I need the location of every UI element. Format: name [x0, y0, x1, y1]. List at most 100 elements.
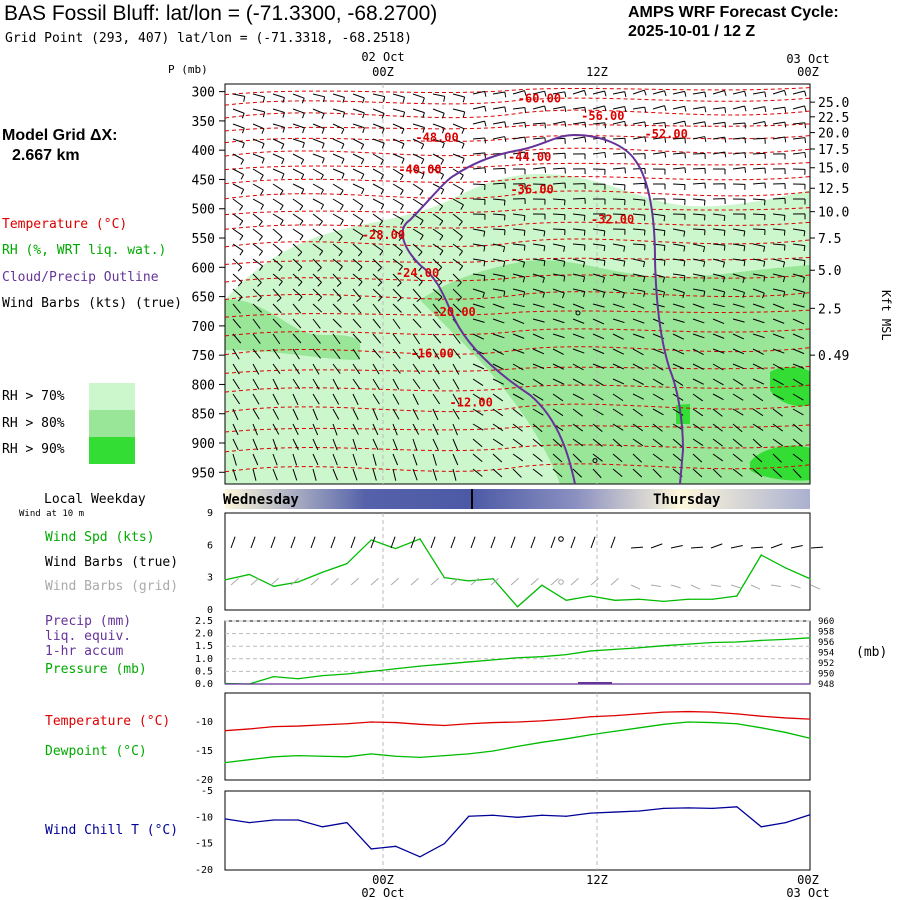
xs-barb-shaft — [312, 153, 325, 159]
xs-barb-shaft — [272, 123, 285, 128]
xs-barb-shaft — [332, 108, 345, 113]
xs-barb-shaft — [512, 453, 524, 462]
label-precip-accum: 1-hr accum — [45, 644, 124, 659]
xs-barb-shaft — [332, 288, 342, 299]
label-precip: Precip (mm) — [45, 614, 132, 629]
xs-barb-shaft — [652, 468, 662, 478]
xs-barb-flag — [261, 143, 265, 149]
temperature-series-point — [370, 721, 372, 723]
xs-barb-flag — [583, 215, 586, 221]
xs-barb-shaft — [632, 453, 643, 463]
temperature-label-0: -60.00 — [518, 92, 561, 106]
label-wind-speed: Wind Spd (kts) — [45, 530, 155, 545]
xs-barb-flag — [723, 245, 726, 251]
wind-barb-true — [290, 536, 296, 549]
xs-barb-flag — [624, 121, 627, 127]
xs-barb-shaft — [732, 273, 745, 279]
xs-barb-shaft — [392, 423, 398, 436]
xs-barb-shaft — [432, 108, 445, 114]
xs-barb-flag — [524, 90, 527, 96]
xs-barb-shaft — [672, 453, 683, 463]
wind-speed-series-point — [370, 539, 372, 541]
xs-barb-shaft — [392, 258, 403, 267]
xs-barb-flag — [281, 173, 285, 179]
xs-barb-flag — [542, 292, 545, 298]
xs-barb-flag — [582, 276, 586, 283]
xs-barb-flag — [561, 292, 565, 299]
wind-chill-series-point — [590, 812, 592, 814]
wind-barb-grid — [310, 578, 319, 586]
xs-barb-shaft — [272, 198, 284, 206]
xs-barb-flag — [258, 236, 263, 241]
xs-barb-flag — [643, 291, 646, 297]
xs-barb-shaft — [432, 258, 443, 268]
xs-barb-shaft — [452, 153, 465, 159]
xs-barb-shaft — [692, 363, 704, 370]
p-wind-frame — [224, 512, 811, 611]
xs-barb-shaft — [312, 318, 321, 329]
xs-barb-flag — [396, 282, 402, 287]
xs-barb-flag — [400, 189, 404, 196]
xs-barb-shaft — [712, 273, 725, 278]
xs-barb-shaft — [512, 438, 523, 447]
xs-barb-shaft — [372, 273, 383, 283]
xs-barb-shaft — [472, 408, 484, 416]
xs-barb-flag — [523, 215, 526, 221]
xs-barb-flag — [458, 250, 463, 256]
xs-barb-flag — [543, 260, 546, 267]
xs-barb-shaft — [512, 468, 522, 478]
xs-barb-shaft — [652, 213, 665, 217]
temperature-series-point — [248, 728, 250, 730]
p-press-ytick-label: 1.5 — [195, 641, 213, 652]
xs-barb-shaft — [552, 152, 566, 155]
xs-barb-shaft — [752, 167, 766, 170]
xs-barb-shaft — [452, 258, 463, 267]
wind-barb-true — [590, 536, 596, 549]
xs-barb-shaft — [492, 243, 505, 248]
xs-barb-shaft — [492, 106, 505, 110]
xs-barb-shaft — [472, 468, 483, 477]
xs-barb-flag — [278, 236, 283, 242]
xs-barb-shaft — [512, 318, 525, 325]
xs-barb-shaft — [672, 333, 685, 340]
xs-barb-flag — [804, 122, 806, 129]
wind-barb-grid — [330, 578, 339, 586]
dewpoint-series-point — [224, 762, 226, 764]
wind-chill-series-point — [273, 819, 275, 821]
xs-barb-flag — [443, 96, 446, 102]
xs-barb-shaft — [752, 288, 765, 294]
xs-barb-shaft — [432, 423, 439, 436]
p-press-ytick-label: 0.5 — [195, 666, 213, 677]
temperature-contours — [225, 87, 810, 473]
xs-barb-shaft — [412, 93, 425, 99]
xs-barb-flag — [258, 250, 263, 256]
wind-barb-grid — [570, 578, 579, 586]
xs-barb-shaft — [412, 303, 422, 314]
xs-barb-shaft — [252, 288, 262, 298]
xs-barb-flag — [784, 136, 787, 143]
xs-barb-shaft — [452, 138, 465, 145]
xs-barb-shaft — [252, 453, 259, 466]
xs-barb-shaft — [512, 213, 525, 217]
xs-barb-flag — [684, 120, 687, 127]
xs-barb-shaft — [532, 333, 545, 340]
wind-chill-series-point — [395, 845, 397, 847]
xs-barb-shaft — [532, 137, 545, 140]
xs-barb-shaft — [732, 348, 745, 355]
xs-barb-flag — [784, 122, 787, 128]
xs-barb-shaft — [632, 408, 644, 417]
xs-barb-shaft — [813, 469, 822, 477]
xs-barb-flag — [683, 260, 686, 267]
xs-barb-shaft — [292, 273, 303, 283]
xs-barb-shaft — [652, 151, 665, 155]
xs-barb-shaft — [452, 243, 463, 252]
xs-barb-shaft — [732, 363, 745, 370]
xs-barb-flag — [276, 297, 282, 302]
xs-barb-shaft — [352, 183, 365, 190]
wind-chill-series-point — [248, 822, 250, 824]
xs-barb-flag — [381, 142, 385, 149]
xs-barb-flag — [359, 220, 364, 226]
temperature-label-4: -44.00 — [508, 150, 551, 164]
xs-barb-shaft — [612, 333, 624, 340]
xs-barb-shaft — [312, 423, 319, 436]
